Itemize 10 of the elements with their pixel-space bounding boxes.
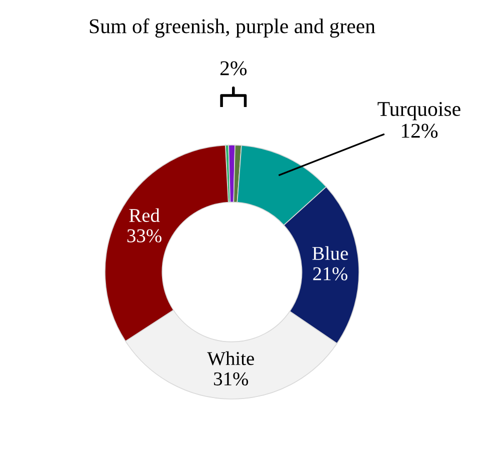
data-label: 33% [127, 229, 162, 242]
chart-title: Sum of greenish, purple and green [90, 18, 376, 38]
slice-label: Turquoise [378, 102, 460, 120]
slice-label: Red [129, 208, 160, 222]
data-label: 21% [313, 267, 348, 280]
slice-label: Blue [312, 246, 348, 260]
text: 2% [220, 61, 247, 76]
slice-label: White [207, 351, 254, 366]
data-label: 12% [402, 124, 438, 138]
data-label: 31% [214, 372, 248, 386]
